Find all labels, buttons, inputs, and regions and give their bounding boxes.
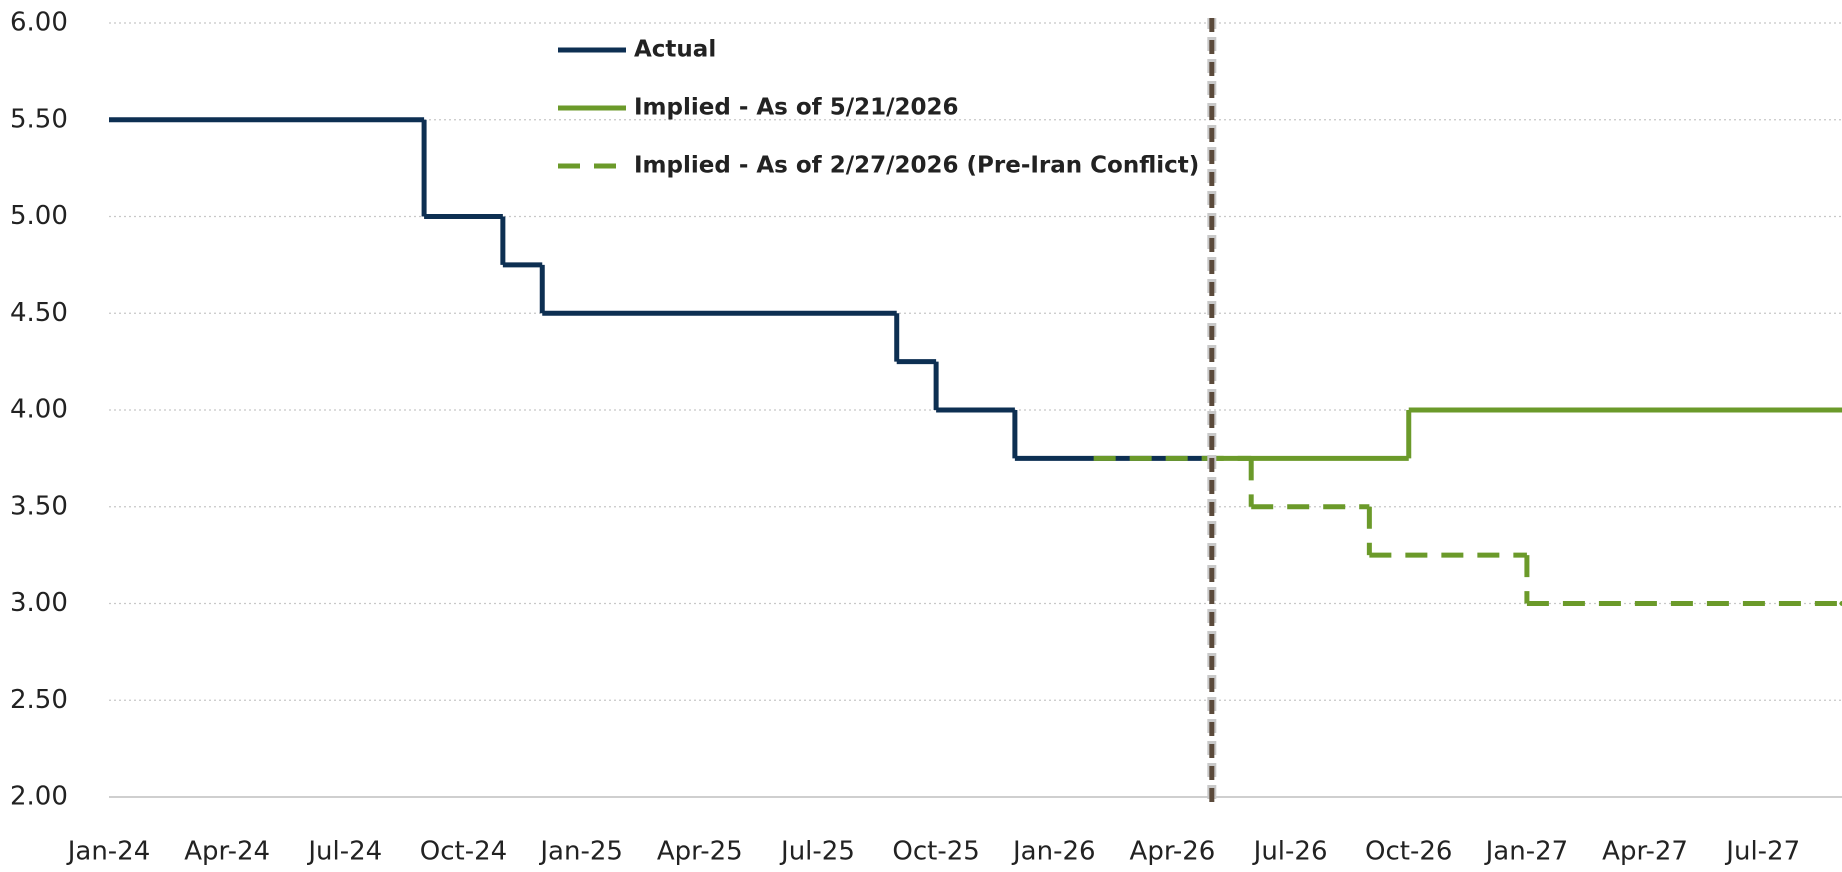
- x-tick-label: Apr-27: [1602, 837, 1688, 867]
- x-tick-label: Jan-26: [1011, 837, 1096, 867]
- series: [1212, 408, 1842, 459]
- y-tick-label: 2.50: [10, 685, 68, 715]
- x-tick-label: Jul-27: [1724, 837, 1800, 867]
- x-tick-label: Jul-25: [779, 837, 855, 867]
- x-tick-label: Apr-25: [657, 837, 743, 867]
- y-tick-label: 5.00: [10, 201, 68, 231]
- x-tick-label: Jul-24: [306, 837, 382, 867]
- y-tick-label: 4.00: [10, 395, 68, 425]
- x-tick-label: Jul-26: [1252, 837, 1328, 867]
- legend-label: Implied - As of 2/27/2026 (Pre-Iran Conf…: [634, 153, 1199, 179]
- y-tick-label: 2.00: [10, 782, 68, 812]
- x-tick-label: Oct-26: [1365, 837, 1452, 867]
- x-tick-label: Jan-27: [1484, 837, 1569, 867]
- legend-label: Implied - As of 5/21/2026: [634, 95, 959, 121]
- series: [1094, 458, 1842, 606]
- x-tick-label: Oct-24: [420, 837, 507, 867]
- legend-label: Actual: [634, 37, 716, 63]
- x-tick-label: Apr-24: [184, 837, 270, 867]
- y-tick-label: 5.50: [10, 104, 68, 134]
- y-tick-label: 3.00: [10, 588, 68, 618]
- y-tick-label: 3.50: [10, 491, 68, 521]
- y-tick-label: 6.00: [10, 8, 68, 38]
- x-tick-label: Apr-26: [1130, 837, 1216, 867]
- x-tick-label: Jan-25: [538, 837, 623, 867]
- x-tick-label: Jan-24: [66, 837, 151, 867]
- y-tick-label: 4.50: [10, 298, 68, 328]
- x-tick-label: Oct-25: [892, 837, 979, 867]
